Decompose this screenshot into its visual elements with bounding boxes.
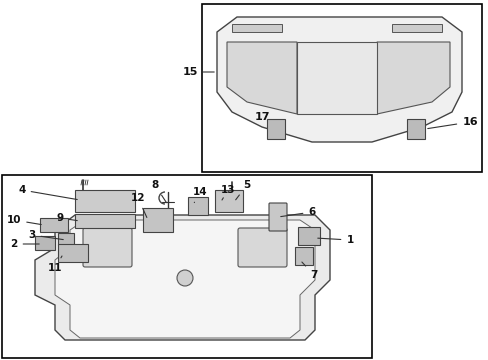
Text: 8: 8: [151, 180, 166, 203]
Polygon shape: [217, 17, 461, 142]
FancyBboxPatch shape: [35, 236, 55, 250]
Text: 7: 7: [301, 262, 317, 280]
Text: 17: 17: [254, 112, 272, 127]
Text: 15: 15: [182, 67, 214, 77]
Text: 14: 14: [192, 187, 207, 203]
Text: 13: 13: [220, 185, 235, 200]
Text: 11: 11: [48, 256, 62, 273]
FancyBboxPatch shape: [2, 175, 371, 358]
FancyBboxPatch shape: [266, 119, 285, 139]
FancyBboxPatch shape: [406, 119, 424, 139]
Polygon shape: [35, 215, 329, 340]
FancyBboxPatch shape: [83, 228, 132, 267]
FancyBboxPatch shape: [238, 228, 286, 267]
Circle shape: [177, 270, 193, 286]
Text: 9: 9: [56, 213, 77, 223]
FancyBboxPatch shape: [226, 191, 241, 211]
Text: 12: 12: [130, 193, 146, 217]
Polygon shape: [391, 24, 441, 32]
FancyBboxPatch shape: [294, 247, 312, 265]
FancyBboxPatch shape: [297, 227, 319, 245]
Text: 4: 4: [18, 185, 77, 199]
FancyBboxPatch shape: [40, 218, 68, 232]
FancyBboxPatch shape: [142, 208, 173, 232]
FancyBboxPatch shape: [187, 197, 207, 215]
Text: 5: 5: [235, 180, 250, 200]
Text: 3: 3: [28, 230, 63, 240]
FancyBboxPatch shape: [58, 233, 74, 245]
Polygon shape: [55, 220, 314, 338]
Polygon shape: [226, 42, 296, 114]
FancyBboxPatch shape: [202, 4, 481, 172]
Text: 2: 2: [10, 239, 39, 249]
Polygon shape: [376, 42, 449, 114]
FancyBboxPatch shape: [215, 190, 243, 212]
Text: 1: 1: [317, 235, 353, 245]
Text: 16: 16: [427, 117, 477, 129]
FancyBboxPatch shape: [268, 203, 286, 231]
Bar: [296, 42, 376, 114]
FancyBboxPatch shape: [58, 244, 88, 262]
Text: 10: 10: [7, 215, 41, 225]
FancyBboxPatch shape: [75, 190, 135, 212]
FancyBboxPatch shape: [75, 214, 135, 228]
Text: 6: 6: [280, 207, 315, 217]
Polygon shape: [231, 24, 282, 32]
